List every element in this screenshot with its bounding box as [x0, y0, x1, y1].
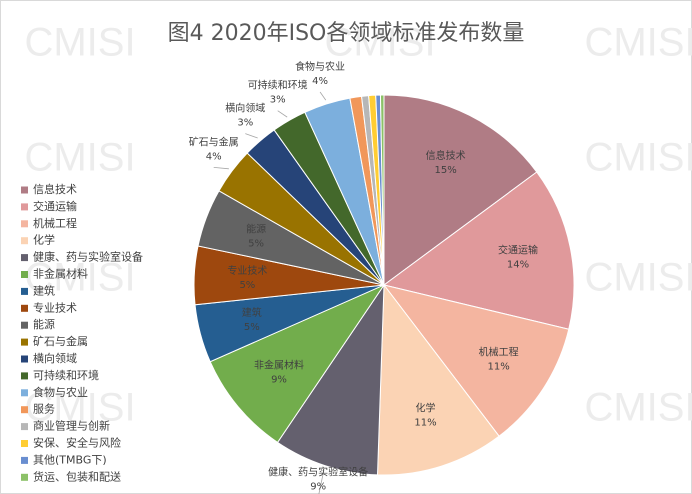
slice-value: 4% — [312, 76, 328, 87]
legend-label: 横向领域 — [33, 351, 77, 365]
leader-line — [245, 133, 258, 139]
pie-slice — [382, 171, 575, 330]
slice-value: 9% — [271, 375, 287, 386]
slice-name: 食物与农业 — [295, 60, 345, 73]
leader-line — [213, 167, 229, 170]
legend-label: 服务 — [33, 403, 55, 416]
slice-value: 5% — [239, 280, 255, 291]
legend-swatch — [21, 237, 28, 245]
slice-name: 交通运输 — [498, 244, 538, 257]
slice-name: 非金属材料 — [254, 359, 304, 372]
slice-value: 5% — [244, 322, 260, 333]
legend-swatch — [21, 423, 28, 431]
chart-title: 图4 2020年ISO各领域标准发布数量 — [168, 21, 525, 46]
legend-swatch — [21, 406, 28, 414]
legend-label: 化学 — [33, 233, 55, 247]
watermark: CMISI — [324, 21, 435, 65]
legend-label: 信息技术 — [33, 182, 77, 196]
watermark: CMISI — [584, 21, 692, 65]
leader-line — [318, 469, 325, 494]
slice-value: 11% — [414, 417, 436, 428]
pie-slice — [379, 94, 385, 286]
slice-name: 矿石与金属 — [189, 135, 239, 148]
slice-value: 5% — [248, 238, 264, 249]
watermark: CMISI — [584, 256, 692, 300]
legend-swatch — [21, 440, 28, 447]
legend-label: 建筑 — [33, 283, 55, 297]
legend-swatch — [21, 389, 28, 397]
legend-label: 货运、包装和配送 — [33, 469, 121, 483]
watermark: CMISI — [24, 21, 135, 65]
legend-swatch — [21, 355, 28, 363]
legend-label: 矿石与金属 — [33, 334, 88, 348]
pie-slice — [383, 94, 538, 286]
slice-value: 15% — [434, 165, 456, 176]
legend-label: 其他(TMBG下) — [33, 453, 107, 466]
pie-slice — [382, 284, 570, 437]
legend-swatch — [21, 186, 28, 194]
slice-name: 能源 — [246, 222, 266, 235]
legend-label: 非金属材料 — [33, 267, 88, 281]
legend-swatch — [21, 473, 28, 481]
legend-label: 机械工程 — [33, 216, 77, 230]
watermark: CMISI — [584, 136, 692, 180]
slice-value: 4% — [206, 151, 222, 162]
leader-line — [319, 91, 327, 101]
slice-name: 化学 — [416, 401, 436, 414]
slice-name: 专业技术 — [227, 264, 267, 277]
slice-value: 14% — [507, 260, 529, 271]
slice-name: 机械工程 — [479, 346, 519, 359]
pie-slice — [276, 283, 385, 476]
legend-swatch — [21, 338, 28, 346]
slice-value: 9% — [310, 481, 326, 492]
legend-label: 商业管理与创新 — [33, 419, 110, 433]
legend-swatch — [21, 271, 28, 278]
legend-label: 交通运输 — [33, 199, 77, 213]
watermark: CMISI — [24, 136, 135, 180]
legend-swatch — [21, 254, 28, 262]
legend-label: 专业技术 — [33, 300, 77, 314]
legend-label: 安保、安全与风险 — [33, 436, 121, 450]
pie-slice — [209, 283, 386, 444]
legend-label: 可持续和环境 — [33, 368, 99, 382]
slice-value: 3% — [270, 95, 286, 106]
slice-name: 信息技术 — [426, 149, 466, 162]
slice-value: 11% — [487, 362, 509, 373]
watermark: CMISI — [24, 386, 135, 430]
leader-line — [277, 110, 288, 118]
watermark: CMISI — [24, 256, 135, 300]
legend-label: 能源 — [33, 317, 55, 331]
legend-swatch — [21, 372, 28, 380]
legend-swatch — [21, 304, 28, 312]
pie-slice — [376, 283, 500, 476]
legend-swatch — [21, 456, 28, 464]
slice-name: 建筑 — [242, 306, 262, 319]
watermark: CMISI — [584, 386, 692, 430]
slice-name: 可持续和环境 — [248, 79, 308, 92]
legend-swatch — [21, 287, 28, 295]
legend-swatch — [21, 220, 28, 228]
legend-swatch — [21, 203, 28, 211]
slice-value: 3% — [237, 118, 253, 129]
slice-name: 健康、药与实验室设备 — [268, 465, 368, 478]
legend-label: 健康、药与实验室设备 — [33, 250, 143, 264]
legend-label: 食物与农业 — [33, 385, 88, 399]
legend-swatch — [21, 321, 28, 329]
slice-name: 横向领域 — [225, 102, 265, 115]
